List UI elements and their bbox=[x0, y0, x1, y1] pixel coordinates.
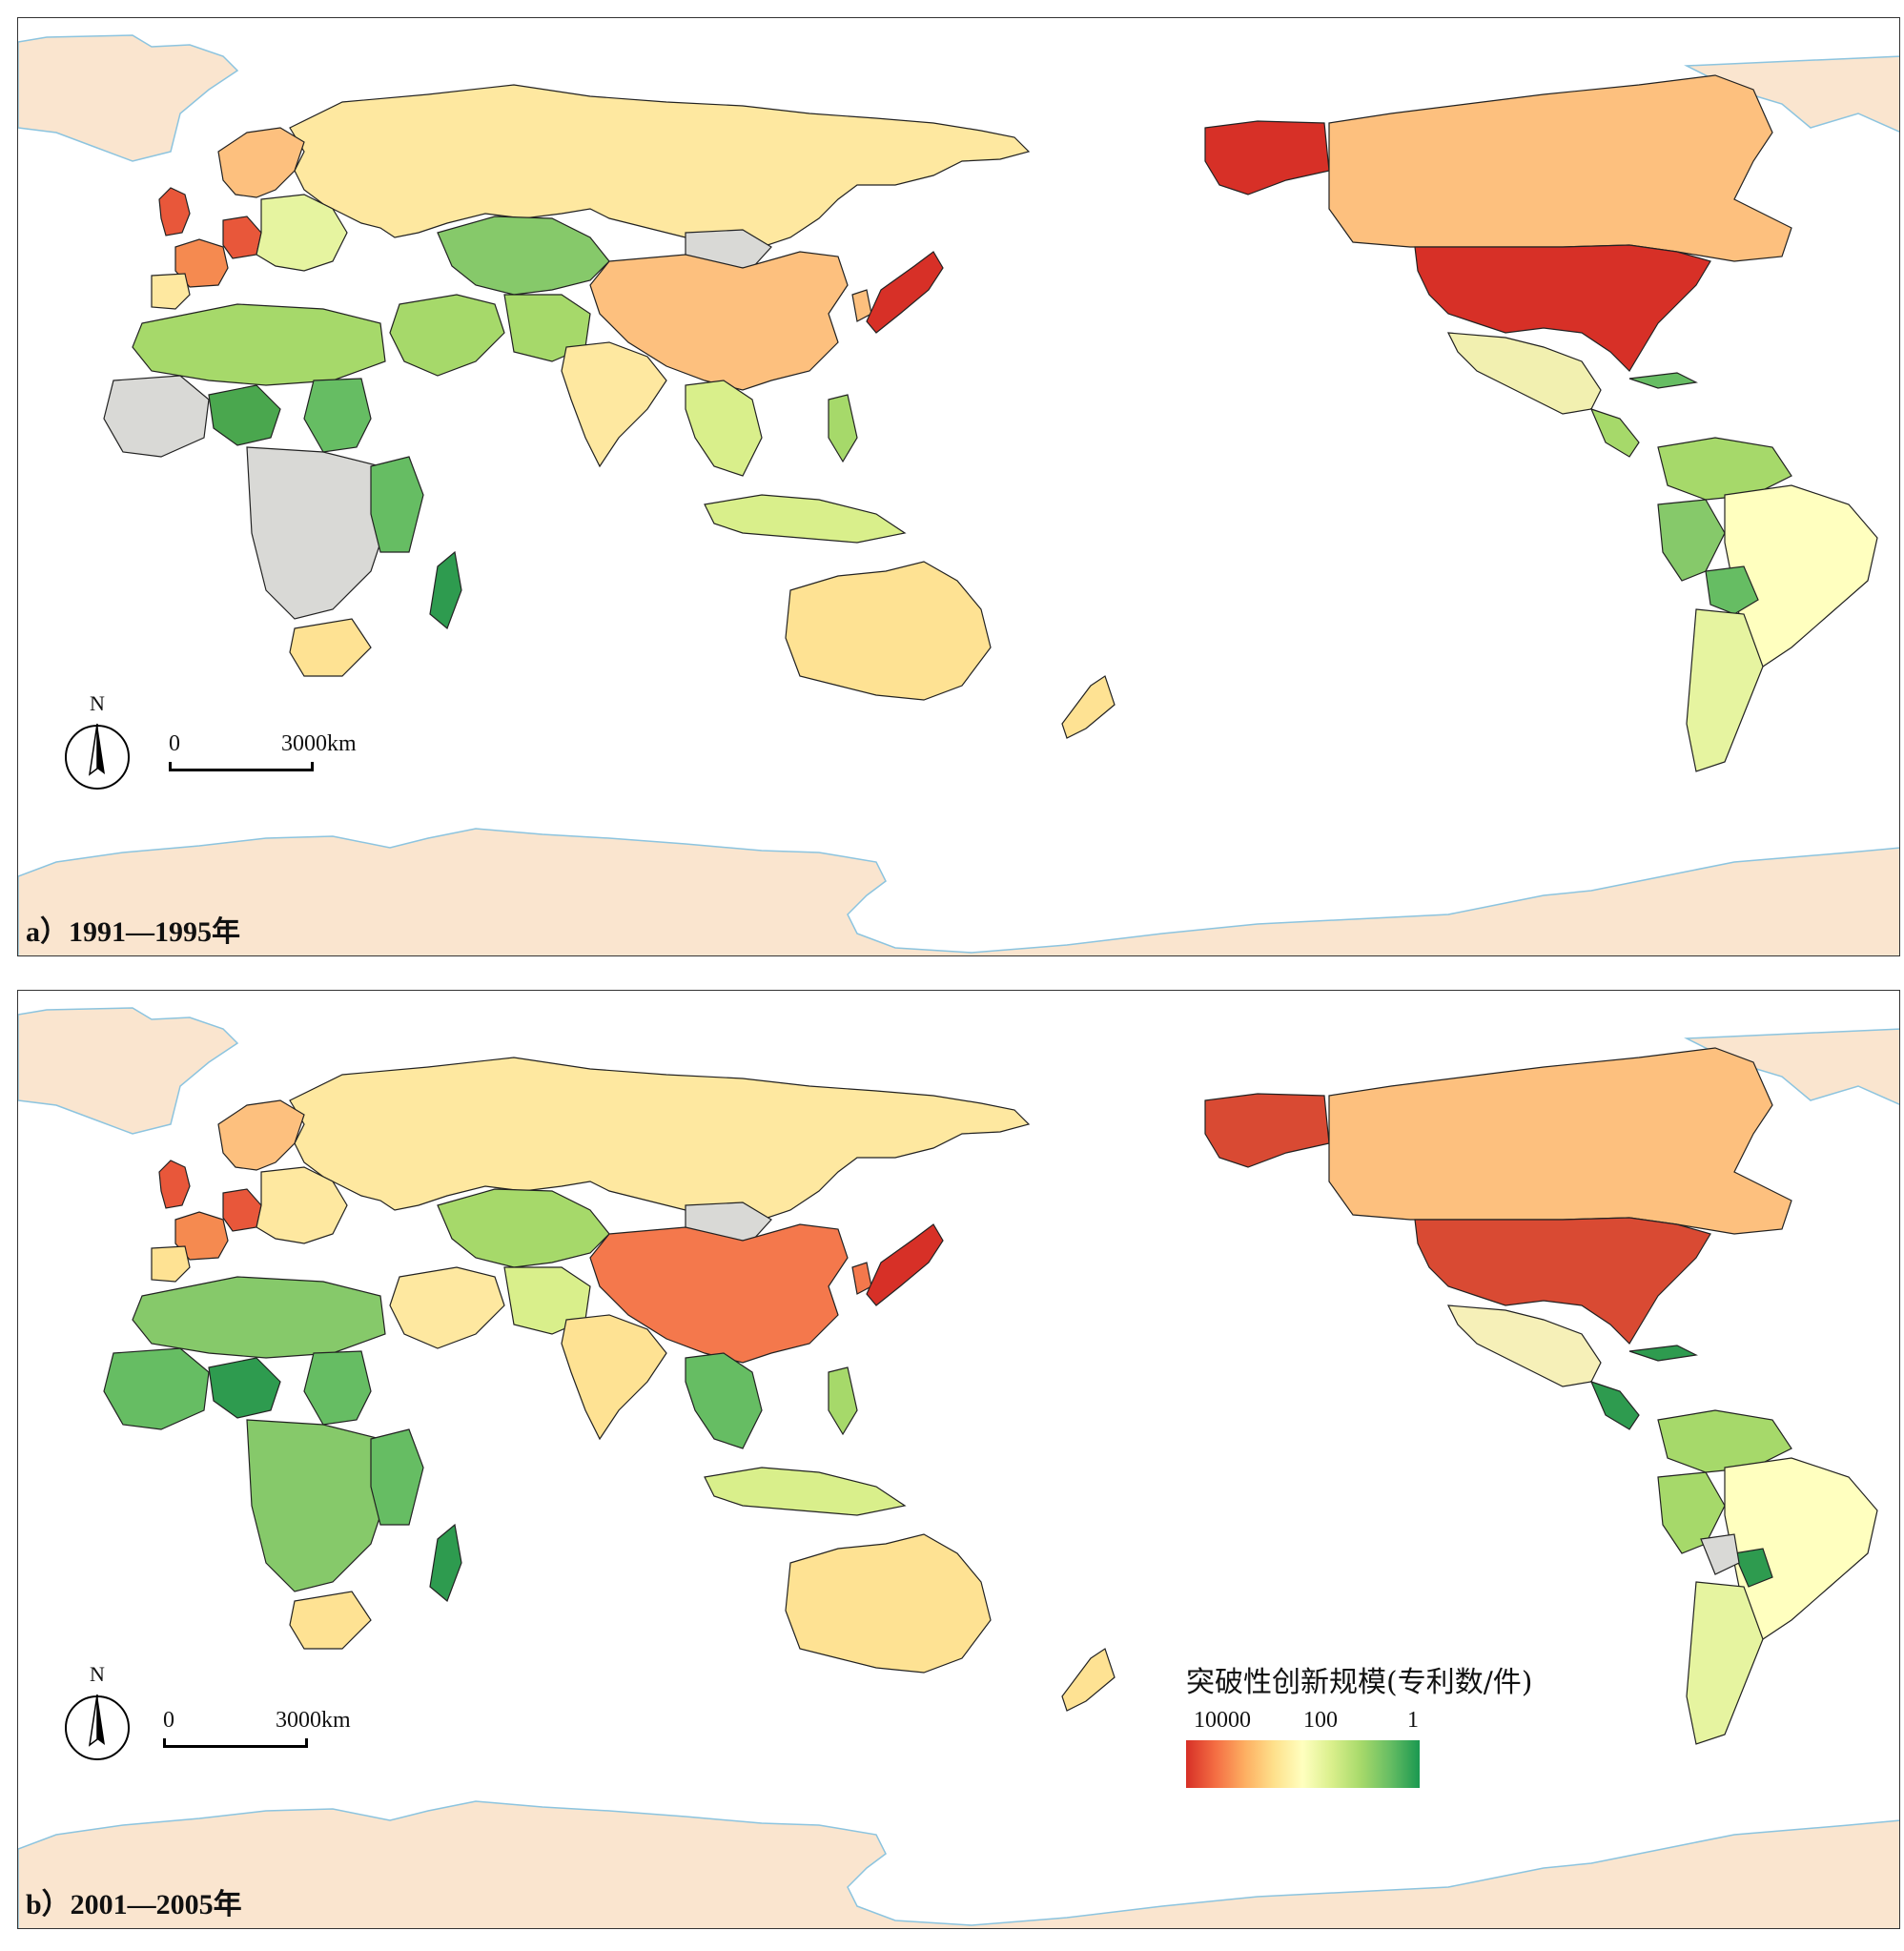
region-cuba bbox=[1628, 1345, 1698, 1362]
region-united-kingdom bbox=[158, 1160, 191, 1209]
region-central-america bbox=[1589, 1381, 1640, 1430]
region-argentina bbox=[1686, 1581, 1764, 1745]
region-india bbox=[561, 1314, 667, 1441]
region-scandinavia bbox=[217, 1099, 305, 1171]
region-south-africa bbox=[289, 1591, 372, 1650]
legend-tick-mid: 100 bbox=[1303, 1708, 1338, 1733]
region-india bbox=[561, 341, 667, 468]
region-west-africa bbox=[103, 1347, 210, 1430]
region-china bbox=[589, 251, 849, 391]
region-madagascar bbox=[429, 550, 462, 630]
legend-color-ramp bbox=[1186, 1740, 1420, 1788]
region-peru bbox=[1657, 499, 1726, 582]
region-kazakhstan bbox=[437, 1188, 610, 1268]
region-russia bbox=[289, 84, 1031, 248]
map-panel-b: N 0 3000km 突破性创新规模(专利数/件) 10000 100 1 b）… bbox=[17, 990, 1900, 1929]
region-eastern-europe bbox=[256, 1166, 348, 1244]
world-map-a bbox=[18, 34, 1899, 955]
region-scandinavia bbox=[217, 127, 305, 198]
region-sudan bbox=[303, 1350, 372, 1426]
region-philippines bbox=[828, 394, 858, 463]
region-north-africa bbox=[132, 303, 386, 386]
region-cuba bbox=[1628, 372, 1698, 389]
region-east-africa bbox=[370, 1428, 424, 1526]
region-bolivia bbox=[1700, 1533, 1740, 1575]
region-paraguay bbox=[1733, 1548, 1773, 1588]
region-nigeria bbox=[208, 384, 281, 446]
scale-line bbox=[163, 1738, 308, 1748]
north-arrow-a: N bbox=[64, 691, 131, 800]
region-united-states bbox=[1414, 1217, 1711, 1345]
north-arrow-b: N bbox=[64, 1662, 131, 1771]
region-madagascar bbox=[429, 1523, 462, 1603]
scale-zero-label: 0 bbox=[163, 1708, 174, 1733]
scale-distance-label: 3000km bbox=[281, 731, 357, 756]
compass-icon bbox=[65, 1694, 130, 1760]
region-mexico bbox=[1446, 1304, 1602, 1387]
north-letter: N bbox=[90, 691, 105, 715]
scale-bar-a: 0 3000km bbox=[169, 731, 357, 779]
region-philippines bbox=[828, 1366, 858, 1436]
region-north-africa bbox=[132, 1276, 386, 1359]
region-canada bbox=[1328, 74, 1792, 262]
region-australia bbox=[785, 561, 992, 701]
map-panel-a: N 0 3000km a）1991—1995年 bbox=[17, 17, 1900, 956]
legend-tick-high: 10000 bbox=[1194, 1708, 1251, 1733]
region-indonesia bbox=[704, 1467, 907, 1516]
region-bolivia bbox=[1705, 565, 1759, 615]
region-central-america bbox=[1589, 408, 1640, 458]
north-letter: N bbox=[90, 1662, 105, 1686]
region-south-africa bbox=[289, 618, 372, 677]
region-middle-east bbox=[389, 1266, 505, 1349]
scale-bar-b: 0 3000km bbox=[163, 1708, 351, 1756]
scale-line bbox=[169, 762, 314, 771]
region-middle-east bbox=[389, 294, 505, 377]
region-alaska bbox=[1204, 1093, 1330, 1168]
region-central-africa bbox=[246, 446, 391, 620]
region-south-america-north bbox=[1657, 1409, 1792, 1473]
region-united-kingdom bbox=[158, 187, 191, 236]
region-iberia bbox=[151, 1245, 191, 1283]
region-germany bbox=[222, 1188, 262, 1232]
region-russia bbox=[289, 1057, 1031, 1221]
region-west-africa bbox=[103, 375, 210, 458]
region-new-zealand bbox=[1061, 1648, 1116, 1712]
region-south-america-north bbox=[1657, 437, 1792, 501]
region-kazakhstan bbox=[437, 216, 610, 296]
region-eastern-europe bbox=[256, 194, 348, 272]
region-mexico bbox=[1446, 332, 1602, 415]
compass-icon bbox=[65, 723, 130, 790]
legend-tick-low: 1 bbox=[1407, 1708, 1419, 1733]
region-new-zealand bbox=[1061, 675, 1116, 739]
region-indonesia bbox=[704, 494, 907, 544]
region-china bbox=[589, 1223, 849, 1364]
region-central-africa bbox=[246, 1419, 391, 1592]
region-iberia bbox=[151, 273, 191, 310]
region-east-africa bbox=[370, 456, 424, 553]
region-germany bbox=[222, 216, 262, 259]
scale-distance-label: 3000km bbox=[276, 1708, 351, 1733]
region-nigeria bbox=[208, 1357, 281, 1419]
region-japan bbox=[866, 251, 944, 334]
legend-title: 突破性创新规模(专利数/件) bbox=[1186, 1666, 1533, 1699]
region-japan bbox=[866, 1223, 944, 1306]
region-southeast-asia bbox=[685, 380, 763, 477]
region-sudan bbox=[303, 378, 372, 453]
region-canada bbox=[1328, 1047, 1792, 1235]
region-alaska bbox=[1204, 120, 1330, 195]
region-united-states bbox=[1414, 244, 1711, 372]
panel-a-label: a）1991—1995年 bbox=[26, 916, 240, 948]
region-argentina bbox=[1686, 608, 1764, 772]
region-southeast-asia bbox=[685, 1352, 763, 1449]
scale-zero-label: 0 bbox=[169, 731, 180, 756]
region-australia bbox=[785, 1533, 992, 1674]
world-map-b bbox=[18, 1007, 1899, 1928]
legend-ticks: 10000 100 1 bbox=[1186, 1708, 1625, 1736]
legend: 突破性创新规模(专利数/件) 10000 100 1 bbox=[1186, 1658, 1625, 1788]
panel-b-label: b）2001—2005年 bbox=[26, 1889, 242, 1920]
